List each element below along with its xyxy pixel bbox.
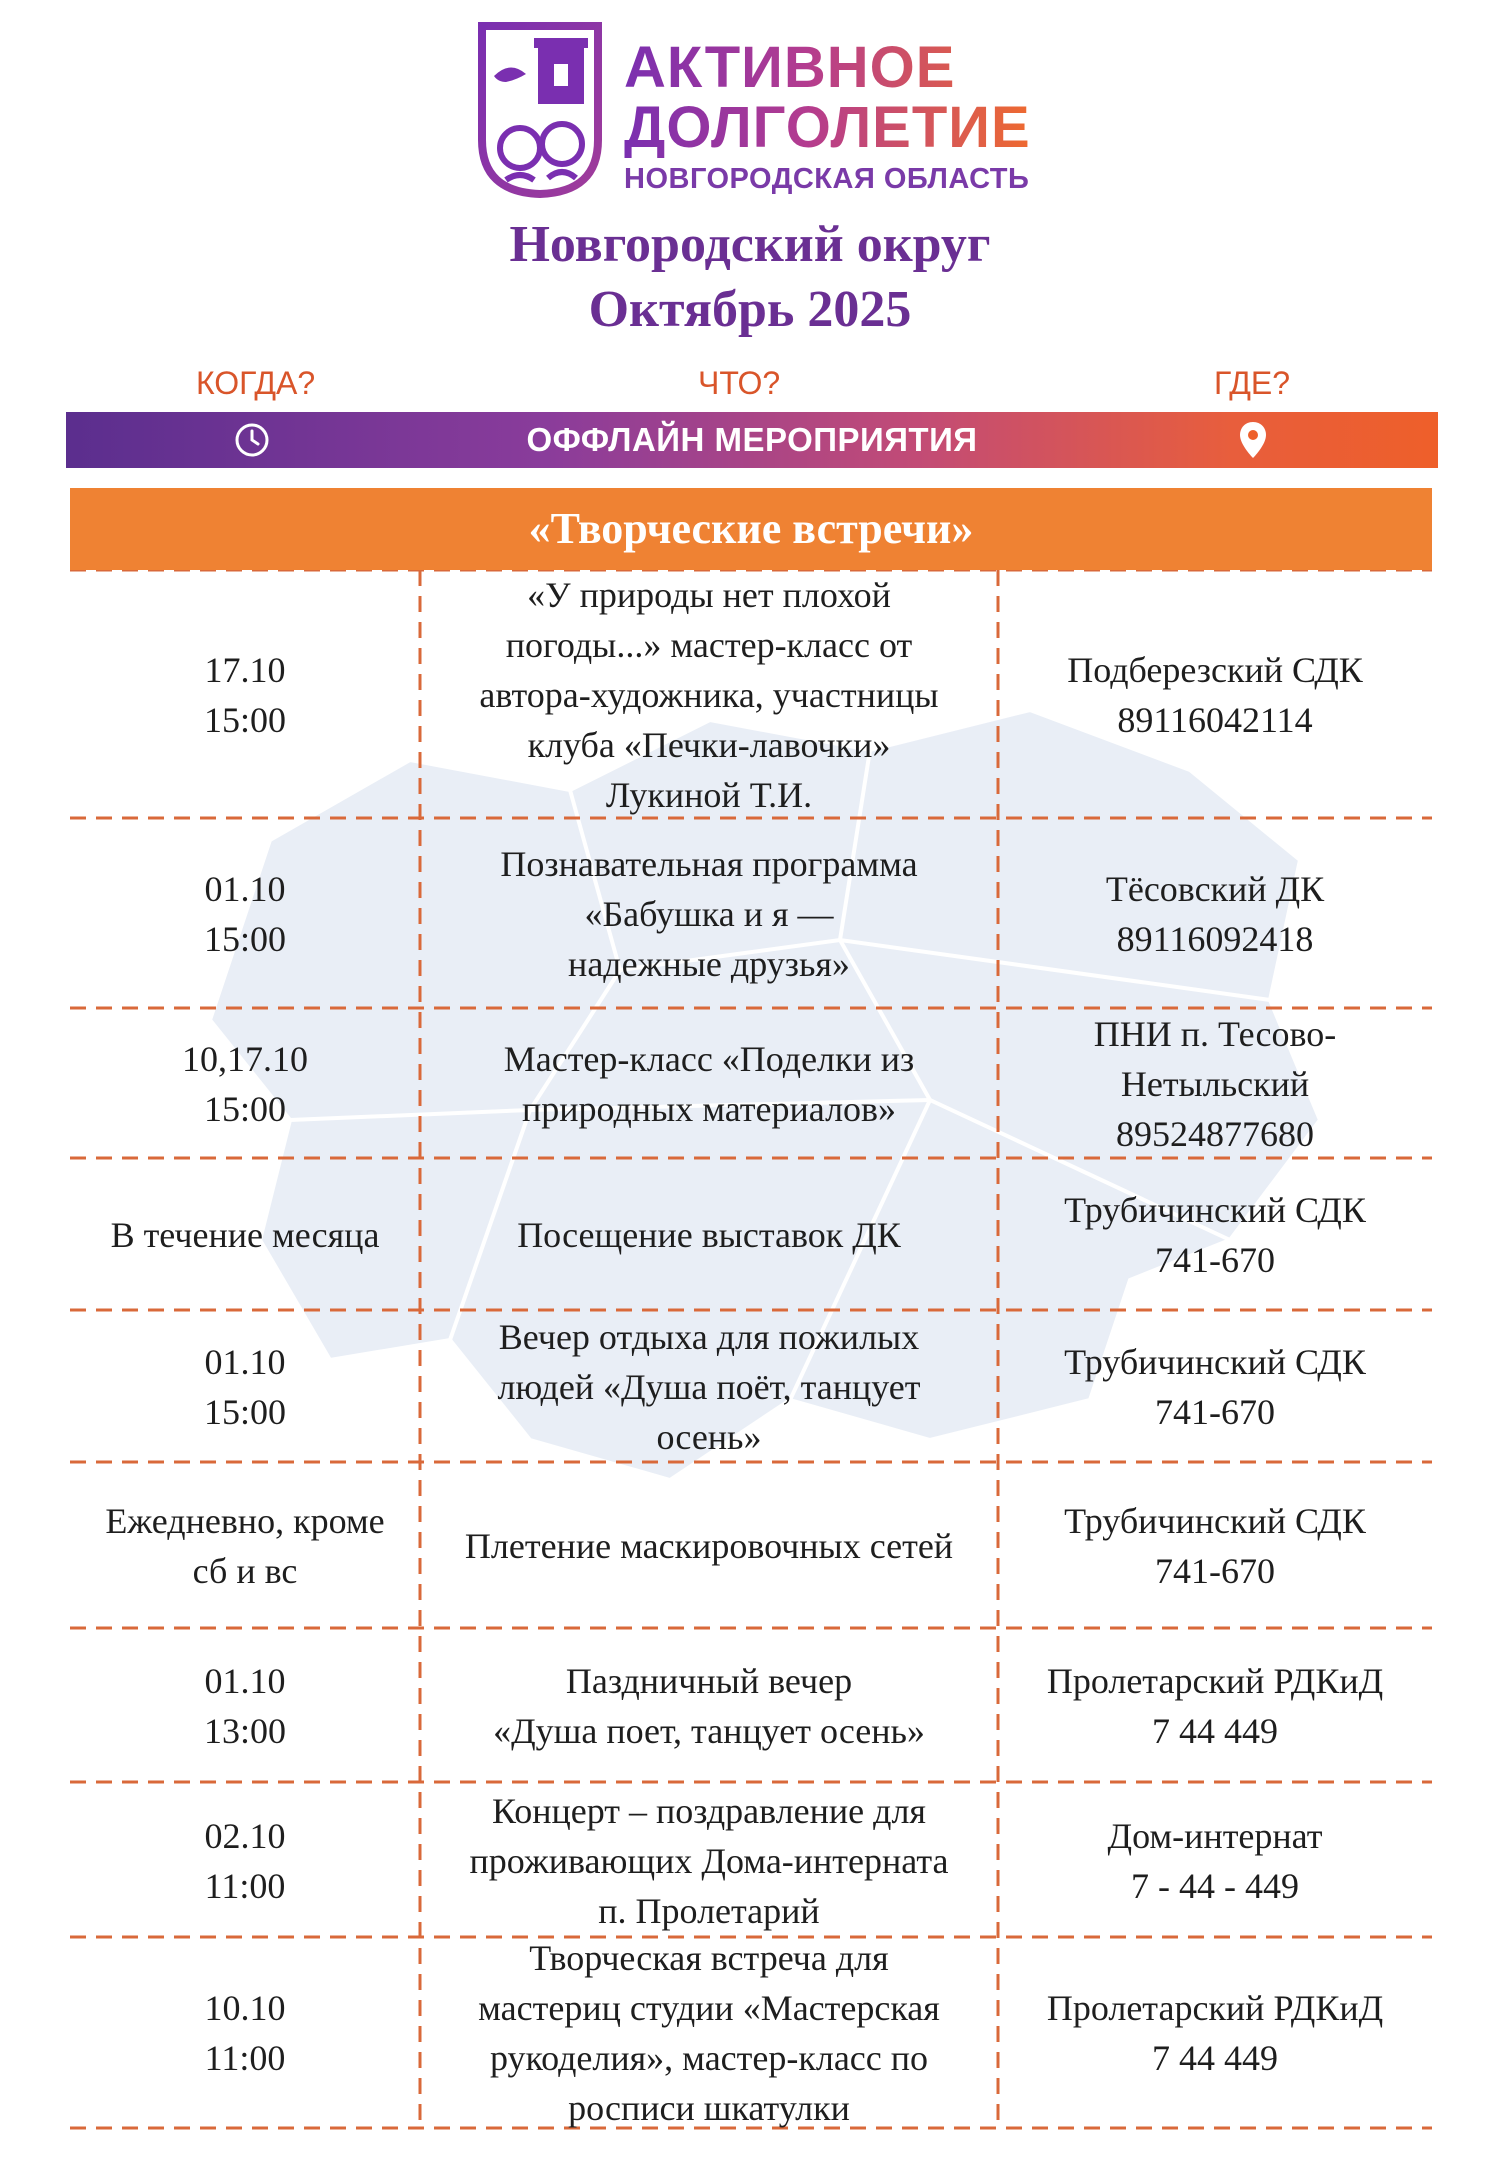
logo-text: АКТИВНОЕ ДОЛГОЛЕТИЕ НОВГОРОДСКАЯ ОБЛАСТЬ: [624, 38, 1031, 196]
event-3-when: 10,17.10 15:00: [182, 1039, 308, 1129]
event-2-what: Познавательная программа «Бабушка и я — …: [500, 844, 918, 984]
section-title: «Творческие встречи»: [528, 504, 974, 553]
column-label-when: КОГДА?: [196, 365, 316, 401]
logo-line-1: АКТИВНОЕ: [624, 38, 1031, 98]
event-8-what: Концерт – поздравление для проживающих Д…: [469, 1790, 949, 1931]
event-9-what: Творческая встреча для мастериц студии «…: [478, 1938, 940, 2128]
clock-icon: [235, 423, 269, 457]
region-map-background: [207, 707, 1323, 1483]
page-title-district: Новгородский округ: [509, 216, 991, 273]
event-6-where: Трубичинский СДК 741-670: [1064, 1501, 1366, 1591]
event-7-when: 01.10 13:00: [203, 1661, 286, 1751]
event-7-what: Паздничный вечер «Душа поет, танцует осе…: [493, 1661, 925, 1751]
event-3-what: Мастер-класс «Поделки из природных матер…: [503, 1039, 915, 1129]
event-8-when: 02.10 11:00: [204, 1815, 286, 1906]
event-1-when: 17.10 15:00: [203, 650, 286, 740]
column-label-where: ГДЕ?: [1214, 365, 1290, 401]
event-1-where: Подберезский СДК 89116042114: [1067, 650, 1363, 740]
page-title-month: Октябрь 2025: [588, 281, 912, 338]
offline-events-label: ОФФЛАЙН МЕРОПРИЯТИЯ: [526, 421, 978, 458]
event-5-where: Трубичинский СДК 741-670: [1064, 1342, 1366, 1432]
section-header: «Творческие встречи»: [70, 488, 1432, 570]
logo-line-3: НОВГОРОДСКАЯ ОБЛАСТЬ: [624, 163, 1030, 195]
event-3-where: ПНИ п. Тесово- Нетыльский 89524877680: [1093, 1014, 1337, 1154]
event-4-where: Трубичинский СДК 741-670: [1064, 1190, 1366, 1280]
event-5-when: 01.10 15:00: [203, 1342, 286, 1432]
event-4-what: Посещение выставок ДК: [517, 1215, 901, 1255]
event-7-where: Пролетарский РДКиД 7 44 449: [1046, 1661, 1384, 1751]
logo: АКТИВНОЕ ДОЛГОЛЕТИЕ НОВГОРОДСКАЯ ОБЛАСТЬ: [476, 20, 1036, 200]
logo-line-2: ДОЛГОЛЕТИЕ: [624, 95, 1031, 160]
event-1-what: «У природы нет плохой погоды...» мастер-…: [479, 575, 939, 815]
event-2-when: 01.10 15:00: [203, 869, 286, 959]
offline-events-bar: ОФФЛАЙН МЕРОПРИЯТИЯ: [66, 412, 1438, 468]
event-6-when: Ежедневно, кроме сб и вс: [105, 1501, 385, 1591]
event-6-what: Плетение маскировочных сетей: [464, 1526, 954, 1566]
event-9-where: Пролетарский РДКиД 7 44 449: [1046, 1988, 1384, 2078]
event-5-what: Вечер отдыха для пожилых людей «Душа поё…: [497, 1317, 921, 1457]
event-9-when: 10.10 11:00: [204, 1988, 286, 2078]
logo-badge-icon: [478, 22, 602, 198]
event-8-where: Дом-интернат 7 - 44 - 449: [1107, 1815, 1323, 1906]
event-2-where: Тёсовский ДК 89116092418: [1105, 869, 1325, 959]
event-4-when: В течение месяца: [110, 1215, 380, 1255]
location-pin-icon: [1240, 422, 1266, 458]
column-label-what: ЧТО?: [698, 365, 781, 401]
